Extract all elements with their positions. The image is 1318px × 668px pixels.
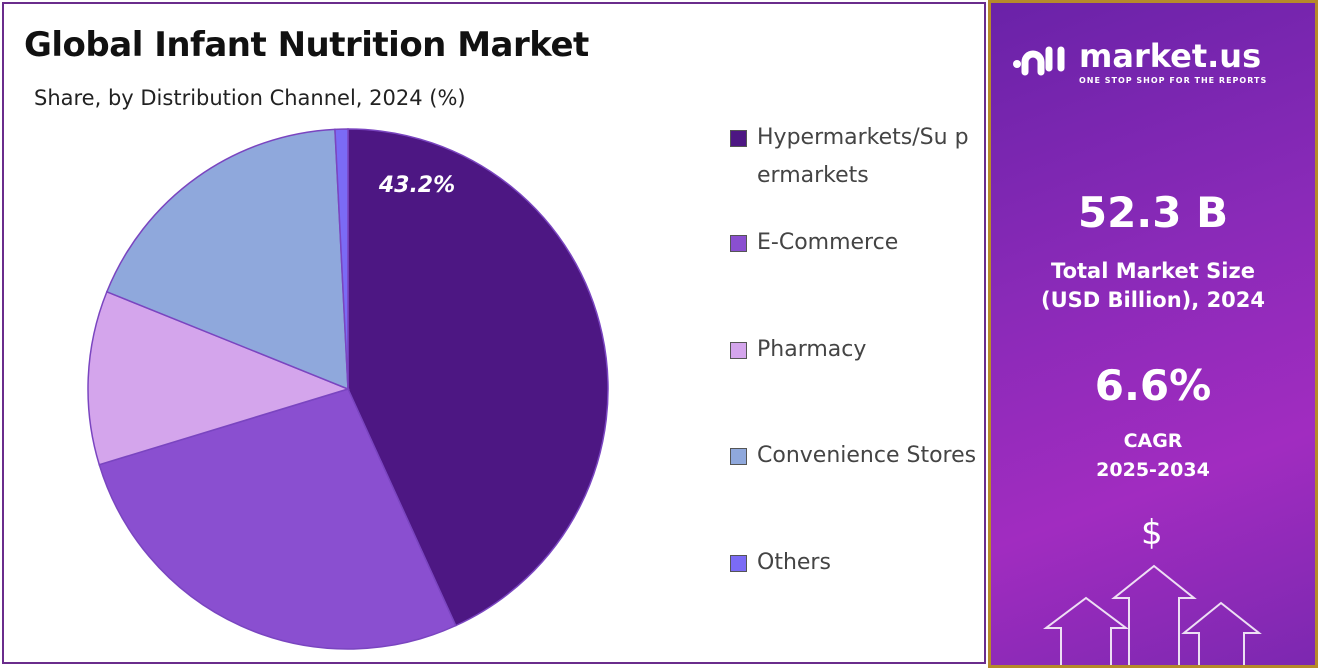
legend-label: E-Commerce (757, 230, 899, 255)
legend-swatch (730, 130, 747, 147)
legend-label: Convenience Stores (757, 443, 977, 468)
legend-item: Convenience Stores (730, 437, 980, 475)
brand-name: market.us (1079, 37, 1262, 75)
legend-swatch (730, 235, 747, 252)
summary-panel: market.us ONE STOP SHOP FOR THE REPORTS … (988, 0, 1318, 668)
brand-tagline: ONE STOP SHOP FOR THE REPORTS (1079, 76, 1268, 85)
legend-item: Pharmacy (730, 331, 980, 369)
pie-slice-pharmacy (87, 290, 351, 466)
pie-slice-convenience-stores (105, 128, 349, 391)
legend-swatch (730, 448, 747, 465)
cagr-label: CAGR (1123, 430, 1183, 452)
market-size-label-2: (USD Billion), 2024 (1040, 288, 1266, 312)
logo: market.us ONE STOP SHOP FOR THE REPORTS (1011, 37, 1267, 87)
growth-arrows-icon (1043, 564, 1262, 665)
legend-swatch (730, 555, 747, 572)
legend-item: Others (730, 544, 980, 582)
pie-slice-e-commerce (98, 388, 457, 650)
chart-subtitle: Share, by Distribution Channel, 2024 (%) (34, 86, 466, 110)
logo-icon (1013, 46, 1065, 76)
cagr-value: 6.6% (1094, 361, 1212, 410)
legend-item: Hypermarkets/Su permarkets (730, 119, 980, 195)
cagr-period: 2025-2034 (1096, 459, 1210, 481)
pie-chart: 43.2% (87, 128, 609, 650)
market-size-value: 52.3 B (1077, 188, 1229, 237)
pie-slice-hypermarkets-supermarkets (347, 128, 609, 627)
market-size-caption: Total Market Size (USD Billion), 2024 (991, 257, 1315, 315)
legend-label: Others (757, 550, 831, 575)
pie-slice-others (334, 128, 349, 390)
cagr-caption: CAGR 2025-2034 (991, 427, 1315, 485)
legend-label: Pharmacy (757, 337, 867, 362)
legend-item: E-Commerce (730, 224, 980, 262)
chart-title: Global Infant Nutrition Market (24, 25, 589, 65)
legend-swatch (730, 342, 747, 359)
legend-label: Hypermarkets/Su permarkets (757, 125, 969, 188)
market-size-label: Total Market Size (1051, 259, 1255, 283)
data-label: 43.2% (378, 173, 455, 198)
dollar-icon: $ (1141, 513, 1163, 553)
chart-panel: Global Infant Nutrition Market Share, by… (2, 2, 986, 664)
